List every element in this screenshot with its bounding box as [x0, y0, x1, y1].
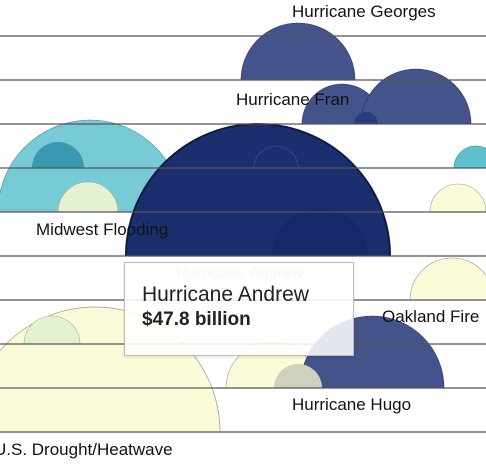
bubble-oakland[interactable] [409, 257, 486, 342]
bubble-midwest[interactable] [0, 119, 183, 304]
bubble-fran[interactable] [360, 68, 472, 179]
bubble-right-cream[interactable] [429, 183, 486, 240]
bubble-right-teal[interactable] [453, 145, 486, 190]
label-midwest-flooding: Midwest Flooding [36, 220, 168, 239]
tooltip: Hurricane Andrew $47.8 billion [124, 262, 354, 356]
label-hurricane-fran: Hurricane Fran [236, 90, 349, 109]
bubble-andrew-ghost[interactable] [253, 145, 299, 190]
label-hurricane-hugo: Hurricane Hugo [292, 395, 411, 414]
tooltip-event-cost: $47.8 billion [142, 309, 251, 330]
label-oakland-fire: Oakland Fire [382, 307, 479, 326]
bubble-small-mint[interactable] [23, 315, 81, 372]
bubble-midwest-dark[interactable] [32, 142, 84, 194]
tooltip-event-name: Hurricane Andrew [142, 283, 309, 306]
bubble-small-mint-2[interactable] [57, 181, 119, 242]
bubble-georges[interactable] [240, 22, 356, 137]
bubbles-layer [0, 22, 486, 432]
label-hurricane-georges: Hurricane Georges [292, 2, 436, 21]
bubble-hugo-overlap[interactable] [274, 364, 322, 412]
bubble-andrew-inner[interactable] [272, 208, 368, 304]
label-us-drought: U.S. Drought/Heatwave [0, 440, 173, 459]
bubble-fran-inner[interactable] [354, 112, 378, 136]
